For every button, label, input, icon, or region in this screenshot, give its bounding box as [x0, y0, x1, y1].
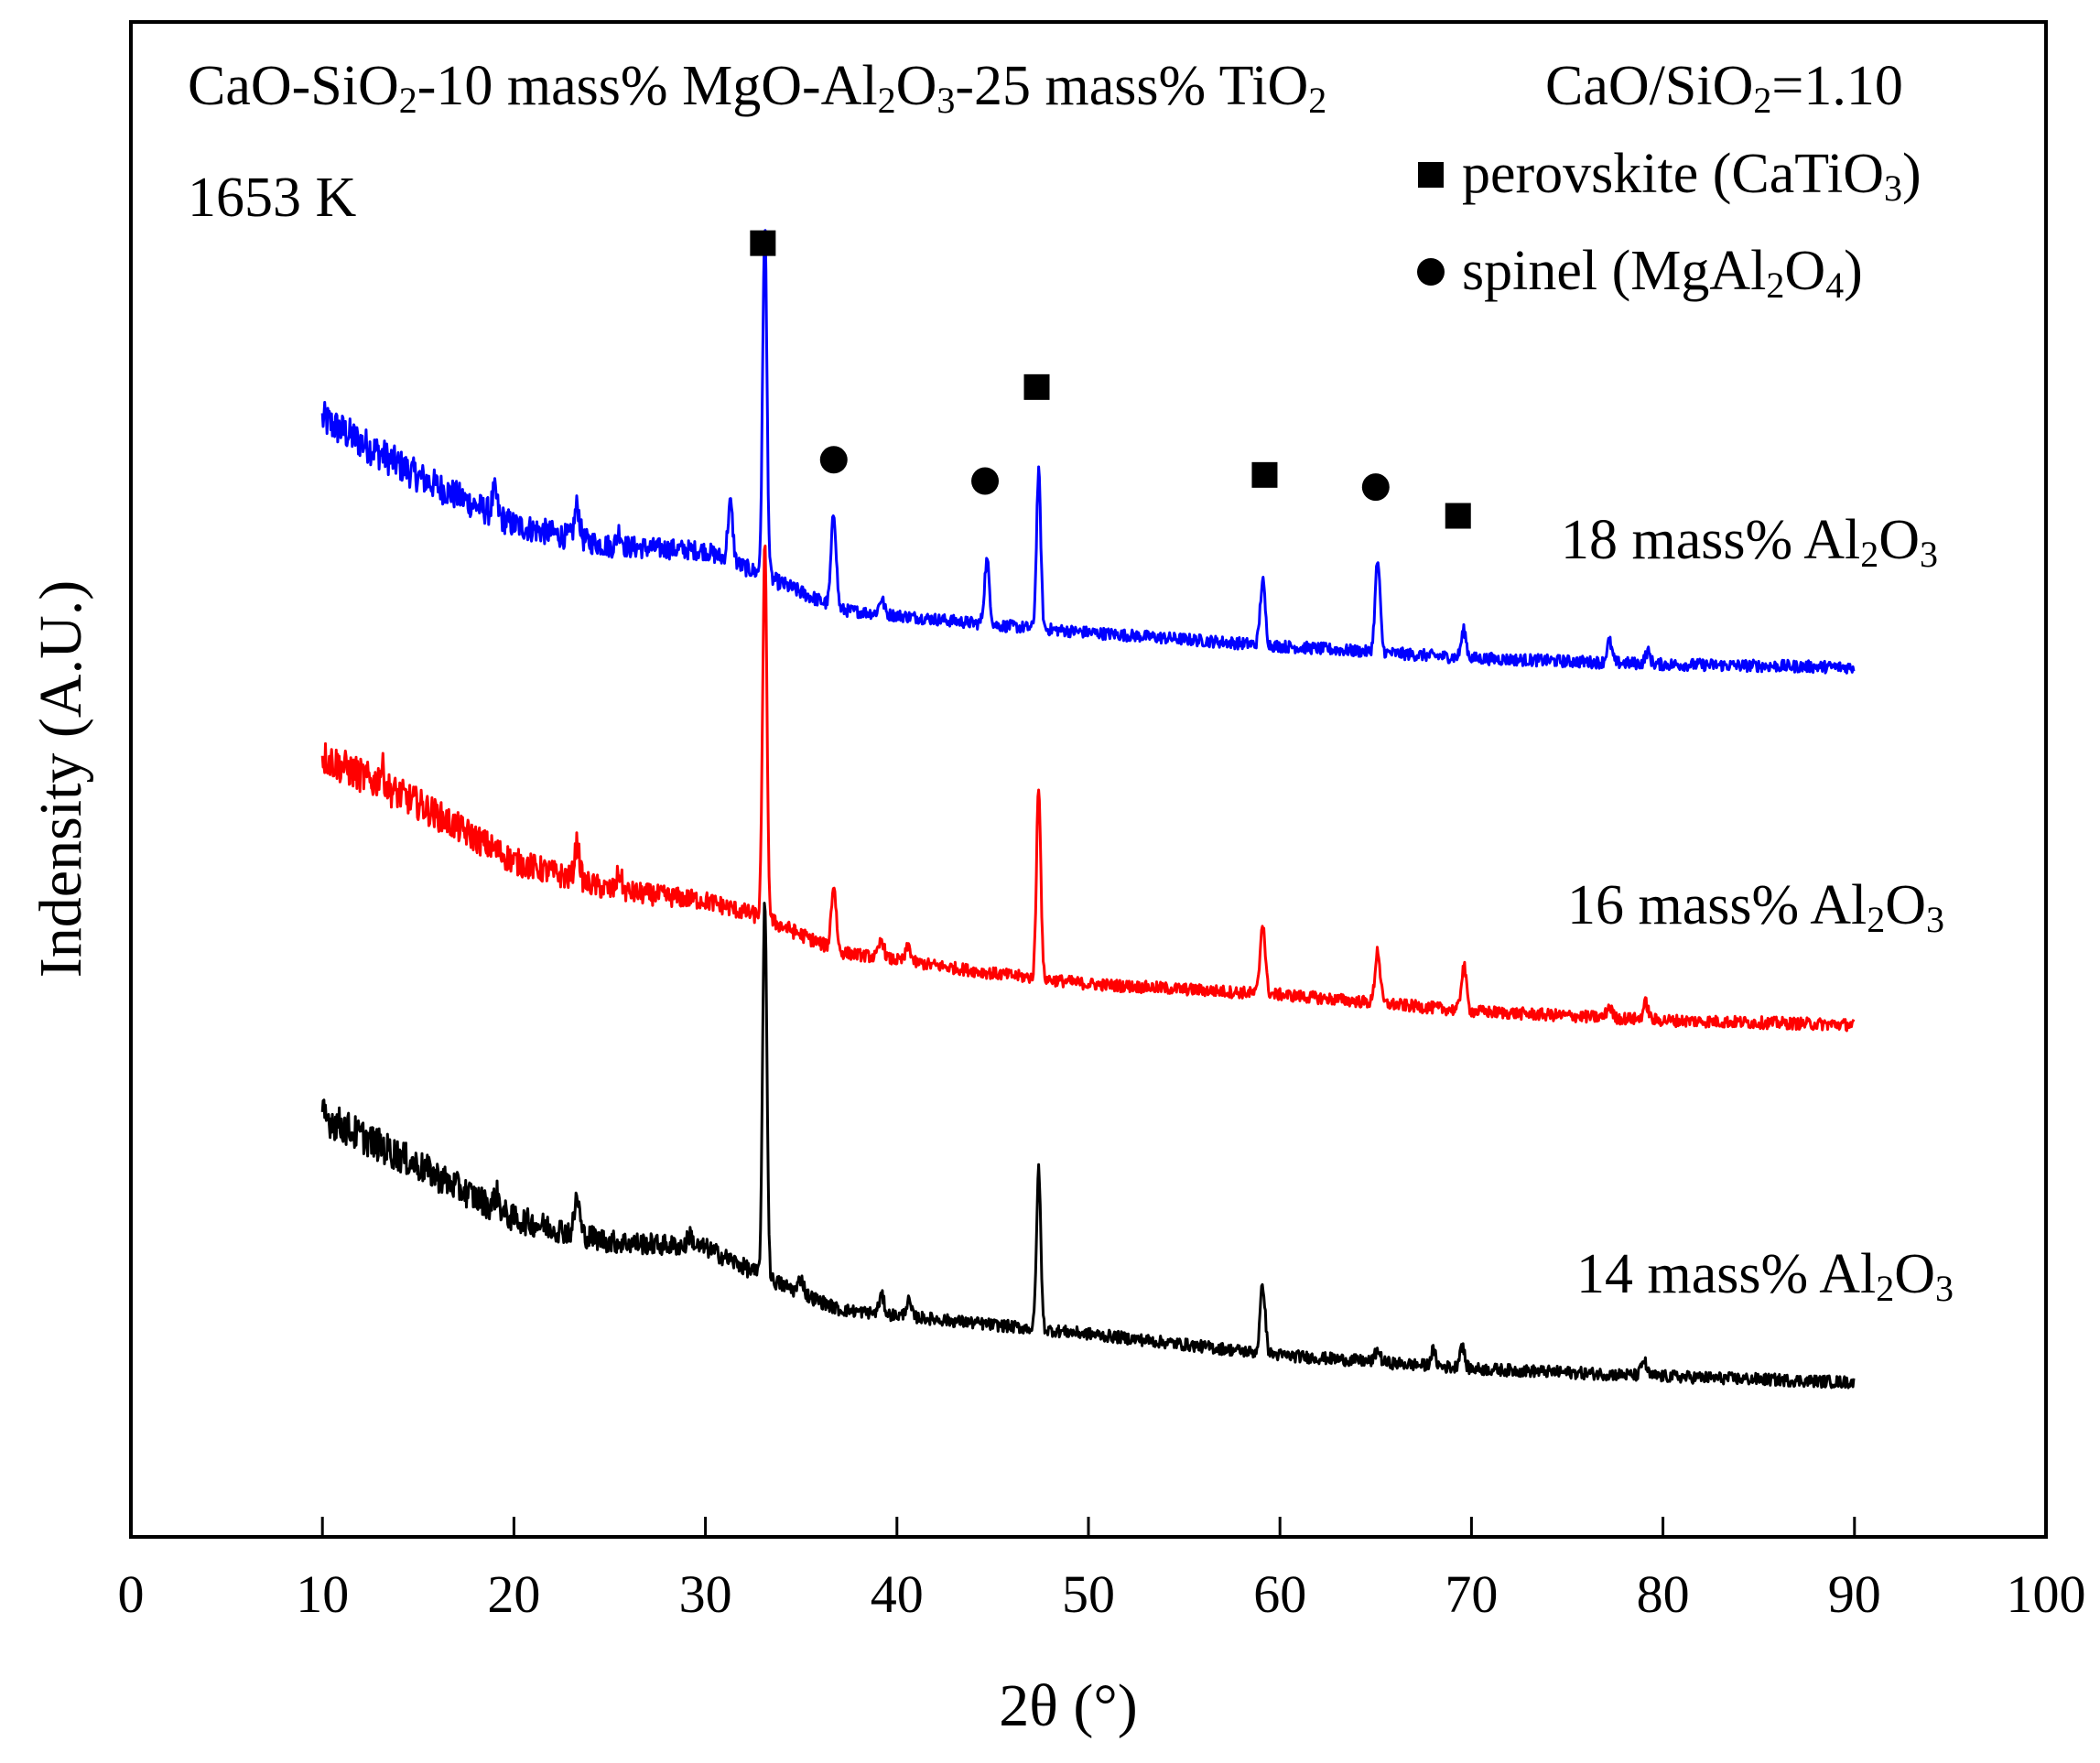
series-line: [320, 229, 1856, 675]
subscript: 2: [1766, 265, 1784, 306]
x-tick-label: 50: [1062, 1564, 1115, 1624]
subscript: 2: [1876, 1268, 1894, 1309]
text-part: ): [1844, 240, 1863, 302]
text-part: 18 mass% Al: [1561, 509, 1860, 571]
subscript: 3: [1926, 899, 1944, 940]
x-tick-label: 90: [1828, 1564, 1881, 1624]
subscript: 2: [399, 80, 417, 121]
spinel-marker: [971, 467, 1000, 495]
text-part: 14 mass% Al: [1576, 1243, 1876, 1305]
text-part: -25 mass% TiO: [955, 55, 1308, 117]
temperature-annotation: 1653 K: [188, 167, 357, 229]
text-part: CaO-SiO: [188, 55, 399, 117]
text-part: -10 mass% MgO-Al: [417, 55, 878, 117]
subscript: 3: [1935, 1268, 1954, 1309]
text-part: spinel (MgAl: [1462, 240, 1766, 302]
x-tick-label: 0: [118, 1564, 145, 1624]
text-part: perovskite (CaTiO: [1462, 143, 1884, 205]
spinel-marker: [819, 446, 848, 474]
spinel-marker: [1361, 473, 1390, 502]
x-tick-label: 100: [2007, 1564, 2086, 1624]
x-tick-label: 60: [1253, 1564, 1306, 1624]
perovskite-marker: [750, 230, 776, 256]
series-label: 18 mass% Al2O3: [1561, 509, 1938, 575]
phase-markers: [750, 230, 1471, 529]
x-tick-label: 40: [871, 1564, 924, 1624]
legend: perovskite (CaTiO3)spinel (MgAl2O4): [1417, 143, 1921, 306]
text-part: O: [1784, 240, 1825, 302]
subscript: 2: [1867, 899, 1885, 940]
series-line: [320, 902, 1856, 1390]
x-axis-ticks: 0 10 20 30 40 50 60 70 80 90 100: [118, 1517, 2086, 1624]
y-axis-title: Indensity (A.U.): [27, 580, 94, 978]
x-axis-title: 2θ (°): [999, 1672, 1137, 1739]
x-tick-label: 70: [1445, 1564, 1498, 1624]
legend-square-icon: [1418, 162, 1444, 188]
series-line: [320, 544, 1856, 1033]
perovskite-marker: [1445, 503, 1471, 529]
subscript: 2: [878, 80, 896, 121]
legend-circle-icon: [1417, 258, 1445, 286]
text-part: ): [1902, 143, 1921, 205]
text-part: O: [1878, 509, 1920, 571]
series-layer: [320, 229, 1856, 1390]
perovskite-marker: [1251, 461, 1278, 488]
subscript: 3: [936, 80, 955, 121]
subscript: 4: [1825, 265, 1844, 306]
legend-label: spinel (MgAl2O4): [1462, 240, 1863, 306]
perovskite-marker: [1023, 373, 1050, 400]
series-label: 14 mass% Al2O3: [1576, 1243, 1954, 1309]
text-part: CaO/SiO: [1545, 55, 1753, 117]
text-part: O: [1894, 1243, 1935, 1305]
text-part: O: [1885, 874, 1926, 936]
basicity-annotation: CaO/SiO2=1.10: [1545, 55, 1903, 121]
x-tick-label: 80: [1637, 1564, 1690, 1624]
subscript: 2: [1753, 80, 1771, 121]
subscript: 3: [1920, 534, 1938, 575]
text-part: =1.10: [1771, 55, 1902, 117]
x-tick-label: 20: [487, 1564, 540, 1624]
subscript: 2: [1860, 534, 1878, 575]
composition-annotation: CaO-SiO2-10 mass% MgO-Al2O3-25 mass% TiO…: [188, 55, 1326, 121]
series-label: 16 mass% Al2O3: [1567, 874, 1944, 940]
text-part: 16 mass% Al: [1567, 874, 1867, 936]
legend-label: perovskite (CaTiO3): [1462, 143, 1921, 209]
subscript: 2: [1308, 80, 1326, 121]
text-part: O: [896, 55, 937, 117]
subscript: 3: [1884, 168, 1902, 209]
x-tick-label: 10: [296, 1564, 349, 1624]
x-tick-label: 30: [679, 1564, 732, 1624]
